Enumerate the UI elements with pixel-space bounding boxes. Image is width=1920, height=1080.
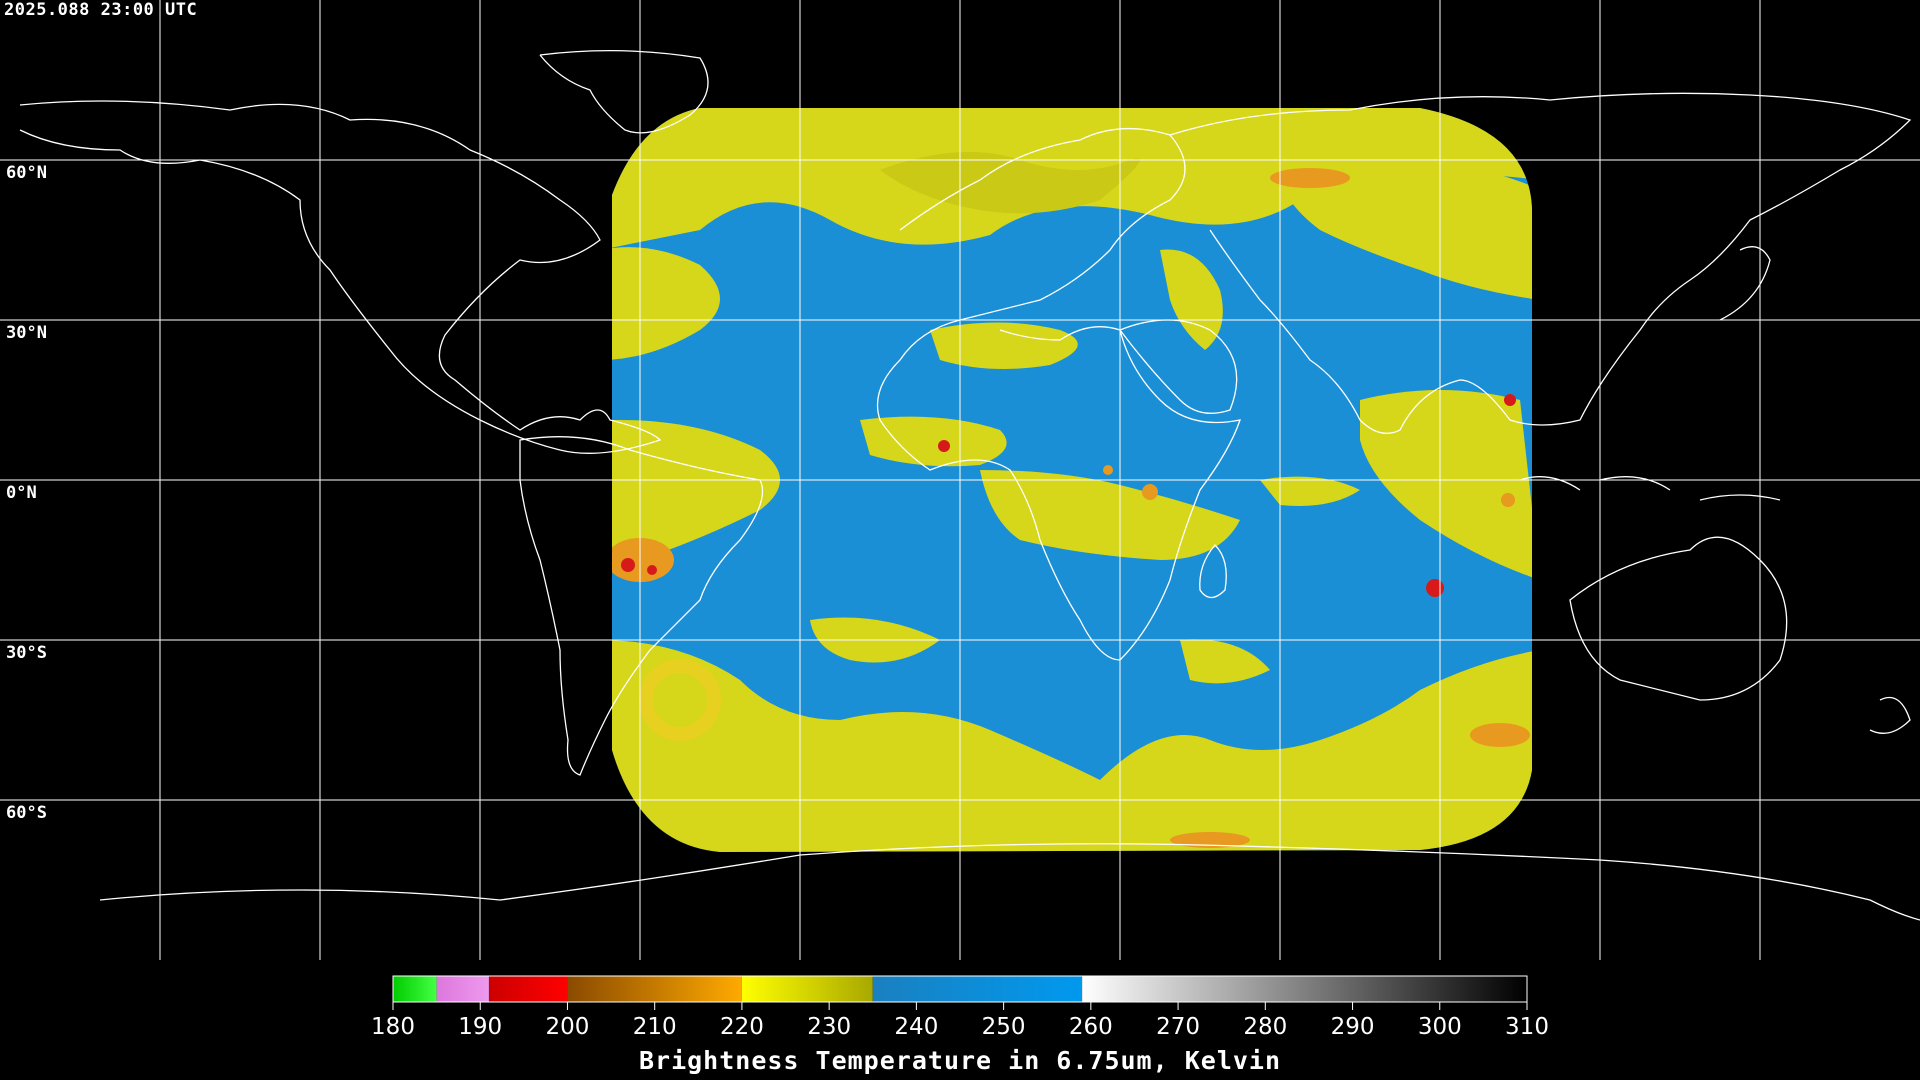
colorbar-segment [567, 976, 742, 1002]
colorbar-tick-label: 180 [371, 1014, 415, 1040]
timestamp: 2025.088 23:00 UTC [4, 0, 198, 20]
colorbar-tick-label: 290 [1331, 1014, 1375, 1040]
colorbar-segment [1082, 976, 1527, 1002]
colorbar-segment [488, 976, 568, 1002]
satellite-map [0, 0, 1920, 960]
colorbar-tick-label: 280 [1243, 1014, 1287, 1040]
colorbar-tick-label: 210 [633, 1014, 677, 1040]
colorbar-tick-label: 300 [1418, 1014, 1462, 1040]
colorbar-title: Brightness Temperature in 6.75um, Kelvin [638, 1046, 1282, 1075]
lat-label-60s: 60°S [6, 803, 47, 823]
colorbar-tick-label: 260 [1069, 1014, 1113, 1040]
colorbar-tick-label: 250 [982, 1014, 1026, 1040]
colorbar-segment [741, 976, 873, 1002]
colorbar-tick-label: 310 [1505, 1014, 1549, 1040]
coastlines [19, 50, 1920, 921]
lat-label-60n: 60°N [6, 163, 47, 183]
colorbar-segment [436, 976, 489, 1002]
lat-label-30s: 30°S [6, 643, 47, 663]
colorbar-tick-label: 240 [894, 1014, 938, 1040]
colorbar-segment [393, 976, 437, 1002]
colorbar-tick-label: 270 [1156, 1014, 1200, 1040]
lat-label-0n: 0°N [6, 483, 37, 503]
lat-label-30n: 30°N [6, 323, 47, 343]
colorbar-segment [872, 976, 1083, 1002]
colorbar-tick-label: 190 [458, 1014, 502, 1040]
colorbar-tick-label: 230 [807, 1014, 851, 1040]
colorbar-ticks: 180 190 200 210 220 230 240 250 260 270 280 290 300 3… [371, 1002, 1549, 1040]
colorbar-segments [393, 976, 1527, 1002]
colorbar-tick-label: 220 [720, 1014, 764, 1040]
colorbar: 180 190 200 210 220 230 240 250 260 270 280 290 300 3… [371, 975, 1549, 1040]
graticule [0, 0, 1920, 960]
colorbar-tick-label: 200 [546, 1014, 590, 1040]
